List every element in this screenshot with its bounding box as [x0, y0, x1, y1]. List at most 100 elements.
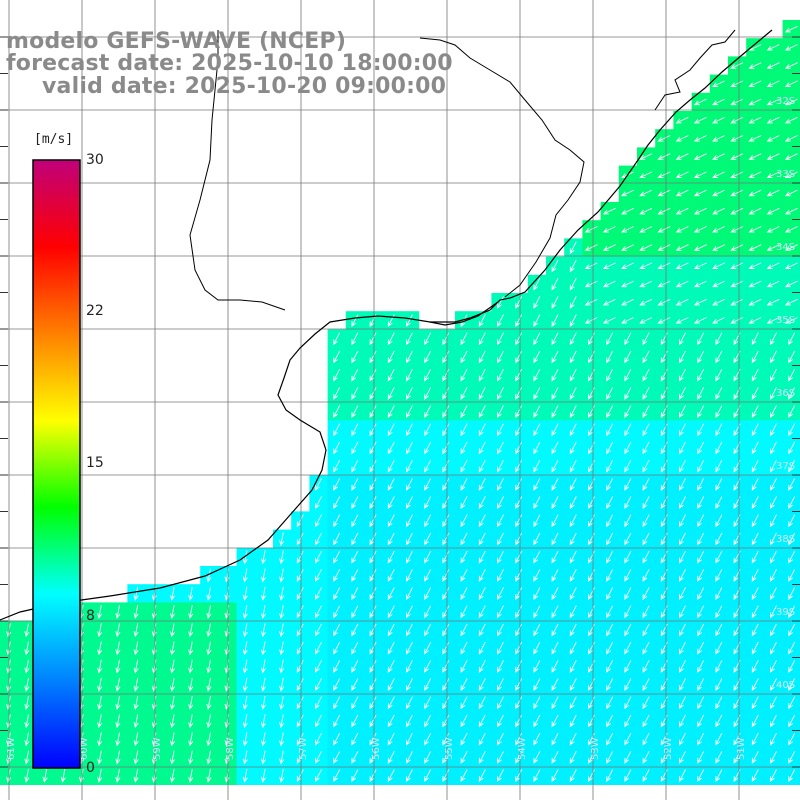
wind-arrow: [569, 423, 577, 437]
wind-arrow: [606, 405, 614, 419]
wind-arrow: [697, 732, 705, 746]
wind-arrow: [679, 459, 686, 473]
wind-arrow: [770, 405, 777, 419]
wind-arrow: [748, 171, 762, 178]
wind-arrow: [551, 496, 559, 510]
wind-arrow: [770, 478, 777, 491]
wind-arrow: [260, 768, 267, 783]
wind-arrow: [351, 623, 359, 637]
wind-arrow: [642, 641, 650, 655]
wind-arrow: [533, 605, 541, 619]
wind-arrow: [639, 153, 653, 160]
wind-arrow: [406, 696, 413, 710]
wind-arrow: [784, 116, 798, 124]
wind-arrow: [569, 587, 577, 601]
wind-arrow: [478, 332, 486, 346]
wind-arrow: [533, 550, 541, 564]
wind-arrow: [569, 459, 577, 473]
wind-arrow: [697, 423, 705, 437]
wind-arrow: [206, 732, 212, 747]
wind-arrow: [497, 496, 504, 510]
wind-arrow: [333, 332, 341, 346]
wind-arrow: [642, 660, 650, 673]
wind-arrow: [770, 714, 777, 728]
wind-arrow: [188, 641, 194, 656]
wind-arrow: [606, 751, 614, 764]
wind-arrow: [515, 550, 523, 564]
wind-arrow: [406, 368, 413, 382]
wind-arrow: [751, 769, 759, 783]
wind-arrow: [788, 405, 796, 419]
wind-arrow: [551, 714, 559, 728]
wind-arrow: [188, 623, 194, 638]
wind-arrow: [515, 478, 523, 491]
wind-arrow: [478, 496, 486, 510]
wind-arrow: [766, 298, 780, 306]
wind-arrow: [715, 751, 723, 764]
wind-arrow: [351, 478, 359, 491]
wind-arrow: [624, 550, 632, 564]
wind-arrow: [730, 116, 744, 124]
wind-arrow: [621, 226, 634, 233]
wind-arrow: [497, 696, 504, 710]
wind-arrow: [675, 280, 689, 288]
wind-arrow: [715, 405, 723, 419]
wind-arrow: [533, 732, 541, 746]
wind-arrow: [569, 769, 577, 783]
wind-arrow: [169, 714, 176, 729]
wind-arrow: [766, 226, 780, 233]
wind-arrow: [97, 641, 103, 656]
wind-arrow: [784, 25, 798, 33]
wind-arrow: [133, 623, 139, 638]
wind-arrow: [697, 587, 705, 601]
wind-arrow: [533, 769, 541, 783]
wind-arrow: [770, 569, 777, 582]
wind-arrow: [206, 677, 212, 692]
wind-arrow: [642, 623, 650, 637]
wind-arrow: [624, 459, 632, 473]
wind-arrow: [784, 226, 798, 233]
wind-arrow: [460, 459, 468, 473]
wind-arrow: [715, 350, 723, 364]
wind-arrow: [606, 696, 614, 710]
wind-arrow: [730, 171, 744, 178]
wind-arrow: [387, 532, 395, 546]
wind-arrow: [315, 514, 322, 528]
wind-arrow: [748, 62, 762, 69]
wind-arrow: [748, 262, 762, 269]
wind-arrow: [424, 605, 432, 619]
wind-arrow: [588, 569, 595, 582]
wind-arrow: [788, 732, 796, 746]
wind-arrow: [478, 660, 486, 673]
wind-arrow: [748, 207, 762, 215]
wind-arrow: [697, 678, 705, 692]
wind-arrow: [715, 569, 723, 582]
wind-arrow: [188, 714, 194, 729]
wind-arrow: [515, 641, 523, 655]
wind-arrow: [333, 605, 341, 619]
wind-arrow: [242, 641, 248, 656]
wind-arrow: [551, 623, 559, 637]
wind-arrow: [333, 751, 341, 764]
wind-arrow: [424, 623, 432, 637]
wind-arrow: [115, 714, 121, 729]
wind-arrow: [242, 568, 248, 583]
wind-arrow: [24, 659, 30, 674]
wind-arrow: [296, 605, 304, 619]
wind-arrow: [497, 714, 504, 728]
wind-arrow: [606, 714, 614, 728]
wind-arrow: [551, 769, 559, 783]
wind-arrow: [584, 226, 598, 233]
wind-arrow: [369, 751, 377, 764]
wind-arrow: [551, 332, 559, 346]
wind-arrow: [369, 569, 377, 582]
wind-arrow: [788, 441, 796, 455]
wind-arrow: [515, 514, 523, 528]
wind-arrow: [770, 532, 777, 546]
wind-arrow: [712, 98, 725, 106]
wind-arrow: [387, 423, 395, 437]
wind-arrow: [730, 226, 744, 233]
model-title: modelo GEFS-WAVE (NCEP): [6, 29, 347, 54]
wind-arrow: [606, 514, 614, 528]
wind-arrow: [693, 116, 707, 124]
